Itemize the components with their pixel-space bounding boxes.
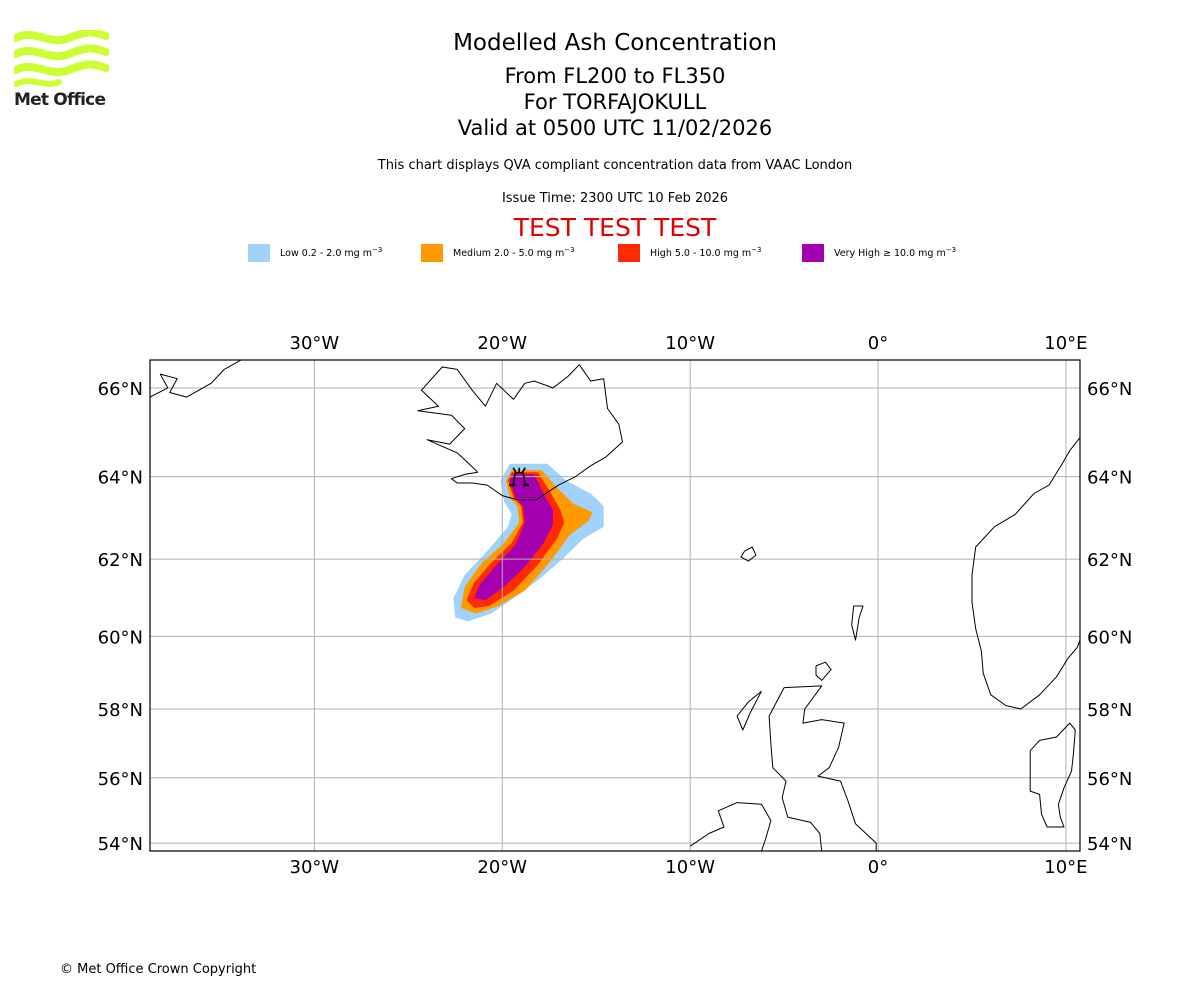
legend-item-medium: Medium 2.0 - 5.0 mg m−3	[421, 244, 575, 262]
right-lat-label: 60°N	[1087, 627, 1132, 648]
legend-item-low: Low 0.2 - 2.0 mg m−3	[248, 244, 382, 262]
copyright: © Met Office Crown Copyright	[60, 962, 257, 977]
bottom-lon-label: 30°W	[290, 857, 340, 878]
flight-levels: From FL200 to FL350	[504, 64, 726, 88]
coastline-scotland-england	[784, 685, 877, 851]
coastline-orkney	[815, 661, 832, 681]
legend-exponent: −3	[751, 246, 762, 255]
bottom-lon-label: 10°E	[1044, 857, 1087, 878]
legend-label-very-high: Very High ≥ 10.0 mg m	[834, 248, 946, 260]
ash-area-very-high	[474, 474, 553, 601]
volcano-name: For TORFAJOKULL	[523, 90, 707, 114]
legend-swatch-high	[618, 244, 640, 262]
bottom-lon-label: 10°W	[665, 857, 715, 878]
left-lat-label: 62°N	[98, 550, 143, 571]
valid-time: Valid at 0500 UTC 11/02/2026	[457, 116, 773, 140]
right-lat-label: 54°N	[1087, 834, 1132, 855]
logo-waves	[12, 28, 110, 87]
legend-item-very-high: Very High ≥ 10.0 mg m−3	[802, 244, 956, 262]
right-lat-label: 66°N	[1087, 379, 1132, 400]
map-frame	[149, 359, 1081, 852]
top-lon-label: 0°	[868, 333, 888, 354]
legend-swatch-low	[248, 244, 270, 262]
right-lat-label: 58°N	[1087, 700, 1132, 721]
top-lon-label: 20°W	[477, 333, 527, 354]
coastline-shetland	[851, 605, 864, 641]
volcano-icon	[509, 467, 530, 487]
coastline-faroe	[740, 546, 757, 562]
legend-item-high: High 5.0 - 10.0 mg m−3	[618, 244, 762, 262]
bottom-lon-label: 20°W	[477, 857, 527, 878]
coastline-norway	[971, 437, 1080, 710]
ash-concentration-layer	[453, 463, 604, 622]
coastline-iceland	[417, 364, 623, 501]
top-lon-label: 30°W	[290, 333, 340, 354]
coastline-scotland-west	[768, 687, 823, 851]
graticule	[150, 360, 1080, 851]
logo-text: Met Office	[14, 90, 106, 110]
right-lat-label: 64°N	[1087, 468, 1132, 489]
coastlines	[150, 360, 1080, 851]
right-lat-label: 56°N	[1087, 769, 1132, 790]
axis-tick-labels: 30°W 30°W 20°W 20°W 10°W 10°W 0° 0° 10°E 10°E 66°N…	[98, 333, 1133, 878]
met-office-waves-icon	[12, 28, 110, 87]
met-office-logo: Met Office	[12, 28, 110, 112]
right-lat-label: 62°N	[1087, 550, 1132, 571]
coastline-greenland-east	[150, 360, 242, 398]
legend-label-medium: Medium 2.0 - 5.0 mg m	[453, 248, 565, 260]
legend-exponent: −3	[945, 246, 957, 255]
legend-exponent: −3	[564, 246, 575, 255]
legend-swatch-very-high	[802, 244, 824, 262]
test-banner: TEST TEST TEST	[513, 213, 717, 242]
left-lat-label: 66°N	[98, 379, 143, 400]
chart-description: This chart displays QVA compliant concen…	[377, 158, 853, 173]
chart-title: Modelled Ash Concentration	[453, 30, 777, 56]
top-lon-label: 10°W	[665, 333, 715, 354]
left-lat-label: 58°N	[98, 700, 143, 721]
legend-label-high: High 5.0 - 10.0 mg m	[650, 248, 752, 260]
legend-label-low: Low 0.2 - 2.0 mg m	[280, 248, 372, 260]
issue-time: Issue Time: 2300 UTC 10 Feb 2026	[501, 191, 729, 206]
left-lat-label: 60°N	[98, 627, 143, 648]
bottom-lon-label: 0°	[868, 857, 888, 878]
coastline-ireland-north	[689, 802, 772, 851]
top-lon-label: 10°E	[1044, 333, 1087, 354]
left-lat-label: 56°N	[98, 769, 143, 790]
volcano-marker	[509, 467, 530, 487]
left-lat-label: 64°N	[98, 468, 143, 489]
legend-exponent: −3	[372, 246, 383, 255]
coastline-denmark	[1029, 722, 1076, 828]
coastline-outer-hebrides	[736, 690, 762, 731]
legend-swatch-medium	[421, 244, 443, 262]
left-lat-label: 54°N	[98, 834, 143, 855]
